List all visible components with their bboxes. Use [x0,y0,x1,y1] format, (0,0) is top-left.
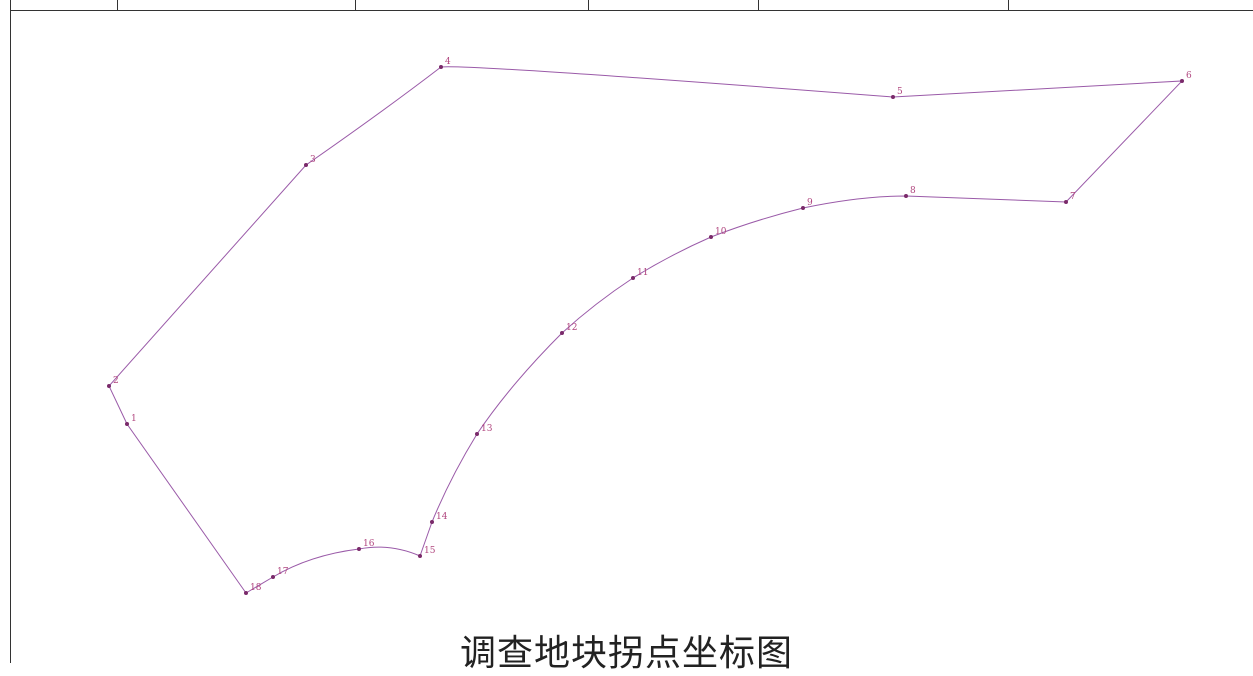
vertex-point [439,65,443,69]
vertex-point [1180,79,1184,83]
vertex-label: 4 [445,57,451,67]
vertex-label: 3 [310,155,316,165]
drawing-frame [10,0,1253,663]
table-bottom-border [10,10,1253,11]
table-column-divider [117,0,118,10]
vertex-point [418,554,422,558]
vertex-label: 8 [910,186,916,196]
vertex-point [304,163,308,167]
vertex-label: 1 [131,414,137,424]
vertex-point [475,432,479,436]
vertex-label: 5 [897,87,903,97]
vertex-label: 17 [277,567,289,577]
vertex-label: 18 [250,583,262,593]
vertex-point [801,206,805,210]
vertex-label: 13 [481,424,493,434]
vertex-label: 11 [637,268,648,278]
page-title: 调查地块拐点坐标图 [459,633,793,674]
vertex-label: 15 [424,546,436,556]
vertex-point [891,95,895,99]
table-column-divider [588,0,589,10]
vertex-point [560,331,564,335]
vertex-point [1064,200,1068,204]
vertex-point [430,520,434,524]
vertex-point [107,384,111,388]
vertex-point [631,276,635,280]
vertex-label: 12 [566,323,577,333]
vertex-point [125,422,129,426]
vertex-point [271,575,275,579]
table-column-divider [355,0,356,10]
vertex-point [244,591,248,595]
vertex-point [904,194,908,198]
vertex-label: 10 [715,227,727,237]
parcel-boundary-line [108,66,1184,594]
vertex-label: 2 [113,376,119,386]
vertex-label: 14 [436,512,448,522]
vertex-label: 16 [363,539,375,549]
vertex-point [709,235,713,239]
vertex-point [357,547,361,551]
vertex-label: 9 [807,198,813,208]
table-column-divider [1008,0,1009,10]
vertex-label: 7 [1070,192,1076,202]
vertex-label: 6 [1186,71,1192,81]
table-column-divider [758,0,759,10]
